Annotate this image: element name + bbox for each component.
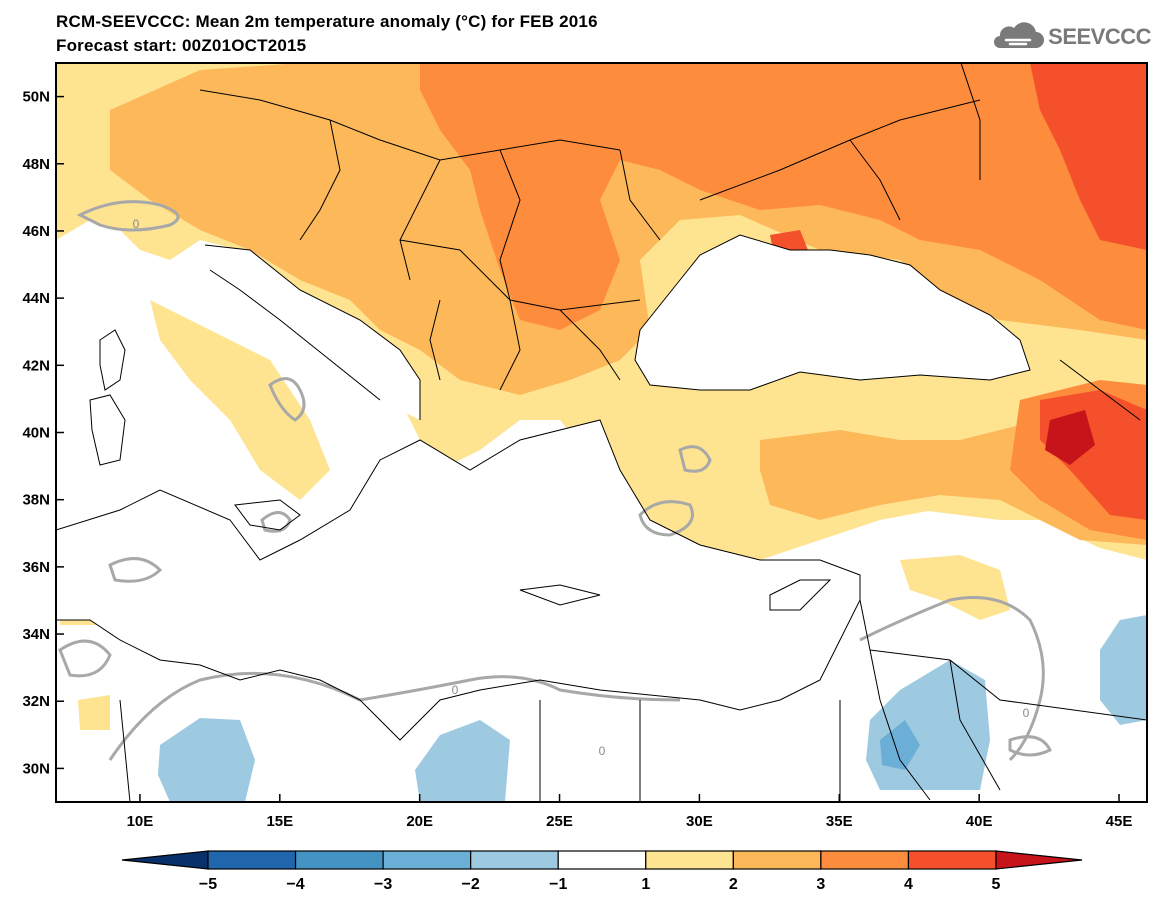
anomaly-band-gt5 [1045,410,1095,465]
x-tick-label: 15E [266,813,293,830]
zero-contour-tunisia [108,557,163,583]
y-tick-label: 38N [22,492,50,509]
country-borders [119,63,1147,802]
mediterranean-sea [56,420,860,740]
y-tick-label: 44N [22,290,50,307]
x-tick-label: 20E [406,813,433,830]
colorbar-swatch [470,850,559,870]
x-tick-label: 35E [826,813,853,830]
anomaly-band-1-2-middleeast [900,555,1010,620]
colorbar-swatch [207,850,297,870]
anomaly-band-neg-1-2-libya [158,718,255,802]
seevccc-logo: SEEVCCC [992,22,1151,52]
zero-contour-sicily [260,511,292,533]
zero-contour-alps [76,200,180,232]
anomaly-band-4-5 [1030,63,1147,250]
colorbar-label: −3 [374,876,392,893]
anomaly-band-neg-1-2-egypt [415,720,510,802]
zero-contour-italy [268,377,306,422]
y-tick-label: 46N [22,223,50,240]
adriatic-sea [205,245,420,420]
colorbar-low-arrow [121,850,209,870]
anomaly-band-3-4 [420,63,1147,330]
anomaly-band-1-2-italy [150,300,330,500]
colorbar-swatch [557,850,647,870]
colorbar-swatch [382,850,472,870]
x-tick-label: 25E [546,813,573,830]
y-tick-label: 34N [22,626,50,643]
x-tick-label: 45E [1106,813,1133,830]
logo-text: SEEVCCC [1048,24,1151,49]
colorbar-swatch [907,850,997,870]
contour-label: 0 [133,217,140,231]
contour-label: 0 [599,744,606,758]
colorbar-swatch [645,850,734,870]
y-tick-label: 36N [22,559,50,576]
zero-contours [58,200,1053,762]
contour-label: 0 [1023,706,1030,720]
colorbar-label: 2 [729,876,738,893]
black-sea [635,235,1030,390]
y-tick-label: 40N [22,425,50,442]
y-tick-label: 48N [22,156,50,173]
x-tick-label: 10E [127,813,154,830]
islands [89,329,832,611]
colorbar-label: −2 [462,876,480,893]
colorbar-swatch [820,850,910,870]
colorbar-swatch [294,850,384,870]
colorbar-swatch [732,850,822,870]
colorbar-label: −1 [549,876,567,893]
y-tick-label: 42N [22,357,50,374]
anomaly-band-neg-1-2-iraq [1100,615,1147,725]
zero-contour-aegean [638,500,694,537]
map-title: RCM-SEEVCCC: Mean 2m temperature anomaly… [56,12,598,31]
y-axis: 30N 32N 34N 36N 38N 40N 42N 44N 46N 48N 50N [22,89,64,777]
colorbar-label: 4 [904,876,913,893]
zero-contour-africa [108,671,681,761]
coastlines-borders [56,63,1147,802]
x-tick-label: 30E [686,813,713,830]
map-field [56,63,1147,802]
colorbar-label: −4 [286,876,304,893]
y-tick-label: 32N [22,693,50,710]
y-tick-label: 30N [22,760,50,777]
zero-contour-levant [859,596,1045,762]
forecast-start: Forecast start: 00Z01OCT2015 [56,36,307,55]
coastline-adriatic [204,244,421,420]
colorbar-label: −5 [199,876,217,893]
y-tick-label: 50N [22,89,50,106]
cloud-icon [994,22,1045,48]
contour-label: 0 [452,683,459,697]
colorbar-label: 1 [641,876,650,893]
coastline-black-sea [634,234,1031,391]
anomaly-band-neg-2-3-arabia [880,720,920,770]
x-tick-label: 40E [966,813,993,830]
colorbar: −5 −4 −3 −2 −1 1 2 3 4 5 [121,850,1083,893]
zero-contour-turkey [678,445,712,473]
zero-contour-libya [58,639,112,678]
colorbar-label: 5 [992,876,1001,893]
x-axis: 10E 15E 20E 25E 30E 35E 40E 45E [127,794,1133,830]
colorbar-high-arrow [995,850,1083,870]
zero-contour-iraq [1008,735,1053,757]
coastline-mediterranean [56,419,861,741]
colorbar-label: 3 [816,876,825,893]
